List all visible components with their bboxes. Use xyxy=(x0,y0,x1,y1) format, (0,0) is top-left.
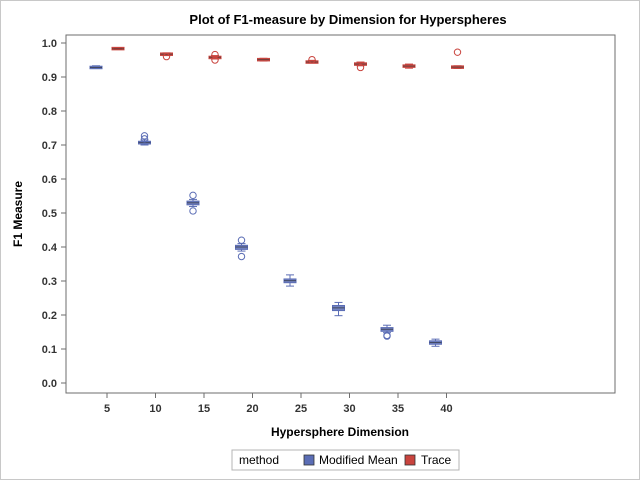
y-tick-label: 0.2 xyxy=(42,310,57,322)
legend-title: method xyxy=(239,453,279,467)
box-trace-35 xyxy=(402,63,416,69)
x-tick-label: 30 xyxy=(343,403,355,415)
y-tick-label: 0.6 xyxy=(42,174,57,186)
box-modified-mean-5 xyxy=(89,65,103,70)
y-axis-label: F1 Measure xyxy=(11,181,25,247)
outlier-point xyxy=(189,191,197,200)
y-tick-label: 0.0 xyxy=(42,378,57,390)
box-modified-mean-35 xyxy=(380,324,394,340)
x-tick-label: 15 xyxy=(198,403,210,415)
x-tick-label: 35 xyxy=(392,403,404,415)
chart-title: Plot of F1-measure by Dimension for Hype… xyxy=(189,12,506,27)
y-tick-label: 0.8 xyxy=(42,106,57,118)
box-trace-20 xyxy=(257,57,270,62)
x-tick-label: 10 xyxy=(149,403,161,415)
outlier-point xyxy=(356,63,365,72)
y-tick-label: 0.4 xyxy=(42,242,58,254)
box-trace-40 xyxy=(451,48,464,69)
y-tick-label: 1.0 xyxy=(42,38,57,50)
outlier-point xyxy=(383,331,391,340)
x-tick-label: 20 xyxy=(246,403,258,415)
box-trace-10 xyxy=(160,52,173,61)
x-axis: 5 10 15 20 25 30 35 40 xyxy=(104,393,453,415)
box-trace-30 xyxy=(354,61,367,72)
legend-box xyxy=(231,449,460,471)
outlier-point xyxy=(453,48,462,56)
box-trace-15 xyxy=(208,50,222,64)
box-modified-mean-40 xyxy=(429,338,442,347)
outlier-point xyxy=(237,252,246,261)
box-modified-mean-30 xyxy=(332,301,345,317)
box-trace-25 xyxy=(305,55,319,64)
outlier-point xyxy=(211,56,219,64)
y-tick-label: 0.9 xyxy=(42,72,57,84)
plot-area xyxy=(65,34,616,394)
y-tick-label: 0.1 xyxy=(42,344,57,356)
box-trace-5 xyxy=(111,46,125,51)
y-tick-label: 0.7 xyxy=(42,140,57,152)
box-modified-mean-20 xyxy=(235,236,248,261)
legend: method Modified Mean Trace xyxy=(231,449,460,471)
outlier-point xyxy=(308,55,316,64)
box-modified-mean-25 xyxy=(283,274,297,287)
outlier-point xyxy=(237,236,246,244)
outlier-point xyxy=(162,52,171,61)
y-tick-label: 0.5 xyxy=(42,208,57,220)
legend-swatch-trace xyxy=(404,454,416,466)
x-axis-label: Hypersphere Dimension xyxy=(271,425,409,439)
outlier-point xyxy=(211,50,219,59)
x-tick-label: 25 xyxy=(295,403,307,415)
legend-label-modified-mean: Modified Mean xyxy=(319,453,398,467)
box-series-group xyxy=(89,46,464,347)
x-tick-label: 40 xyxy=(440,403,452,415)
box-modified-mean-10 xyxy=(138,132,151,146)
box-modified-mean-15 xyxy=(186,191,200,215)
legend-label-trace: Trace xyxy=(421,453,452,467)
outlier-point xyxy=(189,207,197,215)
legend-swatch-modified-mean xyxy=(303,454,315,466)
y-tick-label: 0.3 xyxy=(42,276,57,288)
outlier-point xyxy=(140,132,149,140)
x-tick-label: 5 xyxy=(104,403,110,415)
outlier-point xyxy=(140,135,149,143)
y-axis: 0.0 0.1 0.2 0.3 0.4 0.5 0.6 0.7 0.8 0.9 1.0 xyxy=(42,38,66,390)
